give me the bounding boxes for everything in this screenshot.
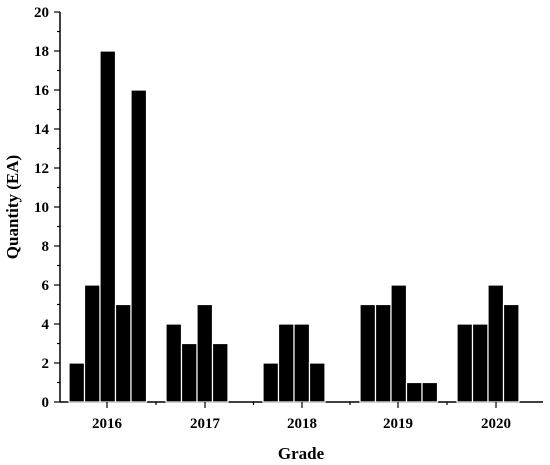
y-tick-label: 4: [42, 317, 50, 333]
bar-2018-1: [262, 362, 280, 403]
bar-2020-2: [471, 323, 489, 403]
bar-2020-3: [487, 284, 505, 403]
bar-2017-3: [196, 303, 214, 403]
y-axis-title: Quantity (EA): [3, 155, 22, 259]
y-tick-label: 12: [34, 161, 49, 177]
bar-2017-4: [211, 342, 229, 403]
bar-2016-1: [68, 362, 86, 403]
bar-2016-4: [114, 303, 132, 403]
x-tick-label: 2019: [383, 416, 413, 432]
x-ticks: 2016 2017 2018 2019 2020: [92, 402, 511, 432]
y-tick-label: 10: [34, 200, 49, 216]
y-tick-label: 14: [34, 122, 50, 138]
bar-2017-1: [165, 323, 183, 403]
bar-2019-1: [359, 303, 377, 403]
y-tick-label: 0: [42, 395, 50, 411]
y-tick-label: 6: [42, 278, 50, 294]
y-tick-label: 8: [42, 239, 50, 255]
bar-2016-2: [83, 284, 101, 403]
bar-2016-3: [99, 50, 117, 403]
y-tick-label: 16: [34, 83, 50, 99]
bar-2017-2: [180, 342, 198, 403]
bar-2018-2: [277, 323, 295, 403]
bar-2020-1: [456, 323, 474, 403]
x-tick-label: 2020: [481, 416, 511, 432]
bar-2019-4: [405, 381, 423, 403]
bar-2019-5: [421, 381, 439, 403]
x-tick-label: 2017: [190, 416, 221, 432]
bars: [68, 50, 520, 403]
bar-2018-3: [293, 323, 311, 403]
bar-2019-2: [374, 303, 392, 403]
bar-2019-3: [390, 284, 408, 403]
bar-2018-4: [308, 362, 326, 403]
x-tick-label: 2018: [287, 416, 317, 432]
y-tick-label: 2: [42, 356, 50, 372]
y-tick-label: 20: [34, 5, 49, 21]
bar-2016-5: [130, 89, 148, 403]
y-ticks: 0 2 4 6 8 10 12 14 16 18 20: [34, 5, 60, 411]
x-axis-title: Grade: [278, 444, 325, 463]
y-tick-label: 18: [34, 44, 49, 60]
bar-2020-4: [502, 303, 520, 403]
x-tick-label: 2016: [92, 416, 123, 432]
